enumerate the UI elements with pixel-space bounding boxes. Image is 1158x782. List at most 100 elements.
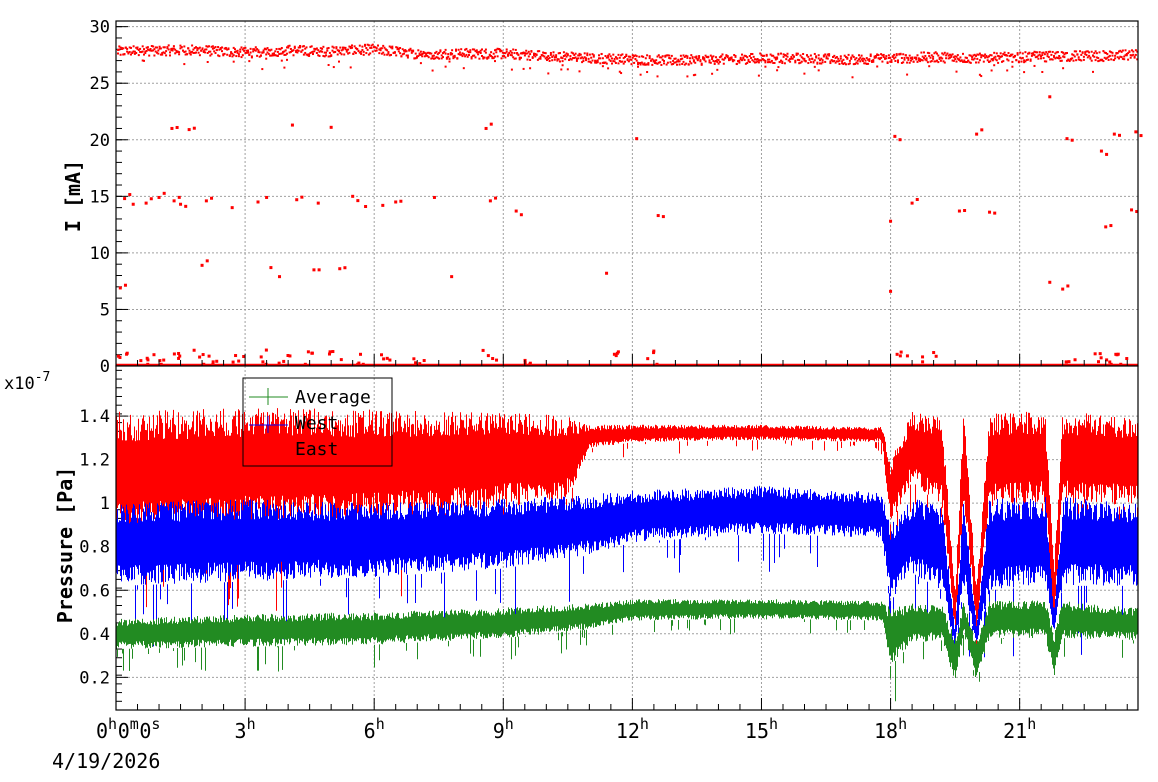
data-point xyxy=(464,55,467,58)
data-point xyxy=(167,48,170,51)
data-point xyxy=(854,62,857,65)
data-point xyxy=(846,57,849,60)
data-point xyxy=(461,55,464,58)
data-point xyxy=(1068,60,1071,63)
data-point xyxy=(118,286,122,290)
data-point xyxy=(146,362,150,366)
data-point xyxy=(205,48,208,51)
data-point xyxy=(518,56,521,59)
data-point xyxy=(711,56,714,59)
data-point xyxy=(825,55,828,58)
data-point xyxy=(491,357,495,361)
data-point xyxy=(290,123,294,127)
data-point xyxy=(453,56,456,59)
data-point xyxy=(323,51,326,54)
data-point xyxy=(382,51,385,54)
data-point xyxy=(1047,50,1050,53)
data-point xyxy=(977,61,980,64)
data-point xyxy=(1095,56,1098,59)
data-point xyxy=(1063,53,1066,56)
data-point xyxy=(273,52,275,55)
data-point xyxy=(910,59,912,62)
data-point xyxy=(339,46,342,49)
data-point xyxy=(387,51,390,54)
data-point xyxy=(172,352,176,356)
data-point xyxy=(310,45,313,48)
data-point xyxy=(1065,137,1069,141)
data-point xyxy=(685,54,688,57)
data-point xyxy=(1071,53,1074,56)
data-point xyxy=(860,58,863,61)
data-point xyxy=(631,54,634,57)
data-point xyxy=(648,57,651,60)
data-point xyxy=(811,57,814,60)
data-point xyxy=(894,56,897,59)
data-point xyxy=(141,50,144,53)
data-point xyxy=(137,54,140,57)
data-point xyxy=(374,46,377,49)
data-point xyxy=(1061,287,1065,291)
data-point xyxy=(486,354,490,358)
data-point xyxy=(1131,54,1133,57)
data-point xyxy=(166,47,169,50)
data-point xyxy=(278,52,281,55)
data-point xyxy=(938,56,941,59)
date-label: 4/19/2026 xyxy=(52,749,160,773)
data-point xyxy=(947,54,950,57)
data-point xyxy=(626,58,629,61)
data-point xyxy=(798,59,801,62)
data-point xyxy=(486,56,489,59)
data-point xyxy=(895,54,898,57)
data-point xyxy=(617,62,620,65)
data-point xyxy=(1001,60,1003,63)
data-point xyxy=(807,55,810,58)
data-point xyxy=(1110,58,1113,61)
data-point xyxy=(495,358,499,362)
data-point xyxy=(380,52,383,55)
data-point xyxy=(988,60,990,63)
data-point xyxy=(353,45,356,48)
exponent-label: x10-7 xyxy=(4,370,50,394)
data-point xyxy=(995,59,998,62)
data-point xyxy=(332,66,335,69)
data-point xyxy=(1025,58,1028,61)
data-point xyxy=(973,57,976,60)
data-point xyxy=(136,47,139,50)
data-point xyxy=(1033,64,1036,67)
data-point xyxy=(939,59,942,62)
data-point xyxy=(1042,51,1045,54)
data-point xyxy=(964,61,967,64)
data-point xyxy=(917,57,920,60)
data-point xyxy=(1119,362,1123,366)
data-point xyxy=(410,49,413,52)
data-point xyxy=(381,203,385,207)
data-point xyxy=(334,50,337,53)
data-point xyxy=(197,51,200,54)
data-point xyxy=(380,353,384,357)
data-point xyxy=(469,49,472,52)
data-point xyxy=(994,55,997,58)
data-point xyxy=(399,199,403,203)
data-point xyxy=(200,263,204,267)
data-point xyxy=(952,59,955,62)
data-point xyxy=(269,266,273,270)
y-tick-label: 1.2 xyxy=(79,451,110,471)
data-point xyxy=(698,55,701,58)
data-point xyxy=(738,59,741,62)
data-point xyxy=(449,52,452,55)
data-point xyxy=(694,61,697,64)
data-point xyxy=(809,61,812,64)
data-point xyxy=(288,44,291,47)
data-point xyxy=(280,47,283,50)
data-point xyxy=(148,49,151,52)
data-point xyxy=(175,51,178,54)
data-point xyxy=(798,62,801,65)
data-point xyxy=(1001,55,1003,58)
data-point xyxy=(374,49,377,52)
data-point xyxy=(128,46,131,49)
data-point xyxy=(873,56,876,59)
data-point xyxy=(980,54,983,57)
data-point xyxy=(773,62,776,65)
data-point xyxy=(1020,57,1023,60)
data-point xyxy=(962,60,964,63)
